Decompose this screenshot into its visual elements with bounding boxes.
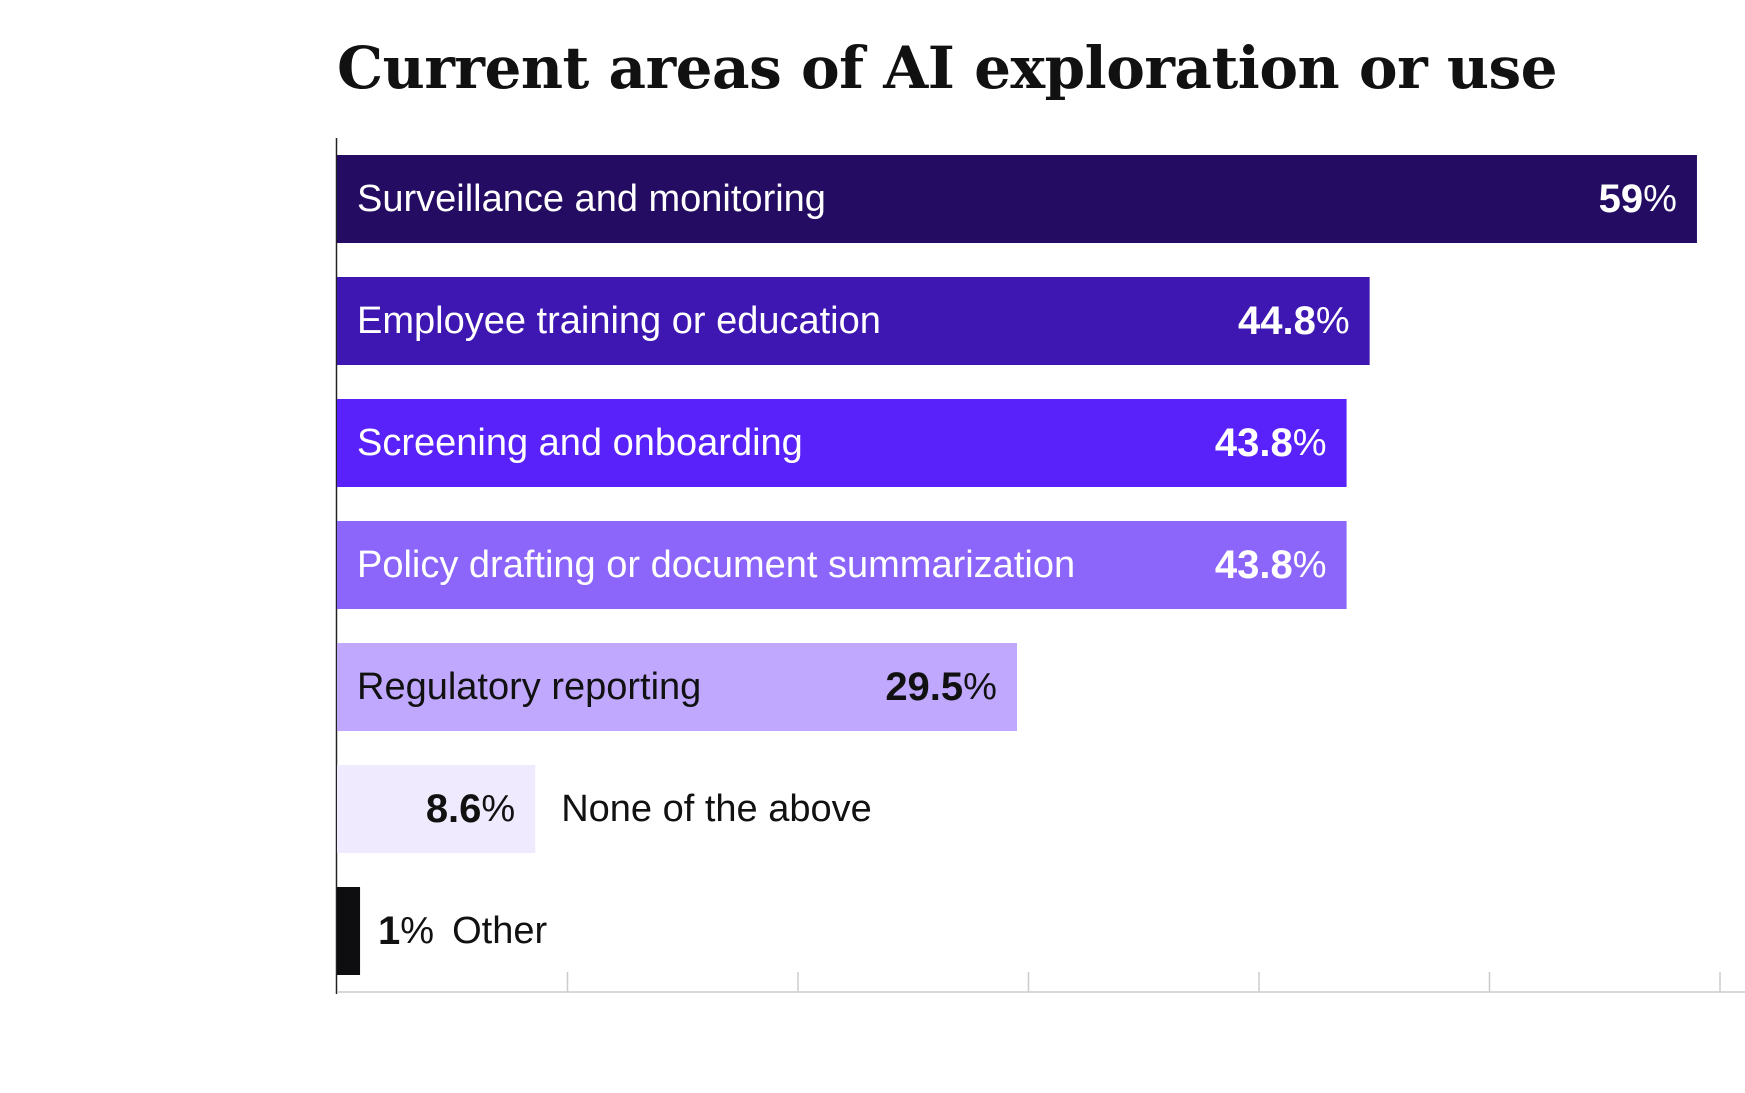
- bar-value-label: 43.8%: [1215, 543, 1327, 587]
- bar: [337, 521, 1347, 609]
- bar-category-label: Surveillance and monitoring: [357, 178, 826, 220]
- chart-title: Current areas of AI exploration or use: [337, 34, 1558, 102]
- bar-value-label: 29.5%: [885, 665, 997, 709]
- bar-value-label: 44.8%: [1238, 299, 1350, 343]
- bar: [337, 155, 1697, 243]
- bar: [337, 887, 361, 975]
- bar-category-label: None of the above: [561, 788, 872, 830]
- bar-category-label: Policy drafting or document summarizatio…: [357, 544, 1075, 586]
- bar-value-label: 8.6%: [426, 787, 515, 831]
- bar-category-label: Other: [452, 910, 547, 952]
- bar-value-label: 59%: [1599, 177, 1677, 221]
- bar: [337, 277, 1370, 365]
- bar-category-label: Regulatory reporting: [357, 666, 701, 708]
- bar: [337, 643, 1017, 731]
- bar-category-label: Screening and onboarding: [357, 422, 803, 464]
- bar-value-label: 1%: [378, 909, 434, 953]
- bar: [337, 399, 1347, 487]
- bar-value-label: 43.8%: [1215, 421, 1327, 465]
- bar: [337, 765, 536, 853]
- bar-category-label: Employee training or education: [357, 300, 881, 342]
